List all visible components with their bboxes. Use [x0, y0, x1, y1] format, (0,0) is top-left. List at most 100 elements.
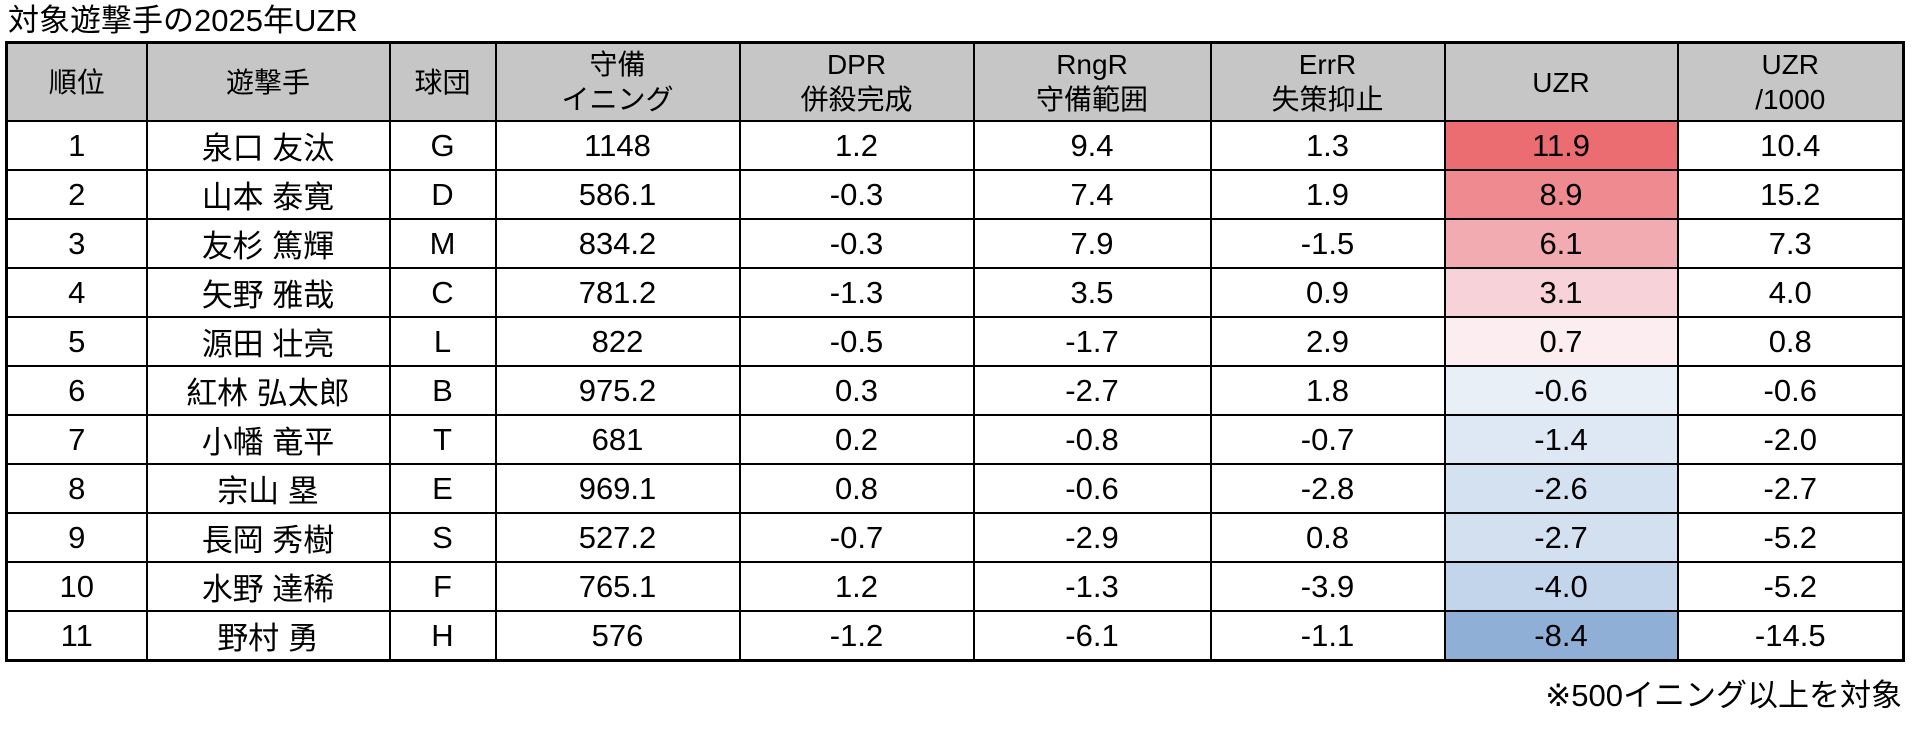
errr-cell: -1.5	[1209, 218, 1446, 269]
table-row: 5 源田 壮亮 L 822 -0.5 -1.7 2.9 0.7 0.8	[5, 316, 1905, 367]
table-row: 7 小幡 竜平 T 681 0.2 -0.8 -0.7 -1.4 -2.0	[5, 414, 1905, 465]
team-cell: D	[388, 169, 497, 220]
table-row: 11 野村 勇 H 576 -1.2 -6.1 -1.1 -8.4 -14.5	[5, 610, 1905, 662]
uzr1000-cell: -14.5	[1676, 610, 1905, 662]
rank-cell: 3	[5, 218, 148, 269]
player-cell: 長岡 秀樹	[145, 512, 391, 563]
rank-cell: 10	[5, 561, 148, 612]
rank-cell: 7	[5, 414, 148, 465]
rngr-cell: -2.7	[972, 365, 1212, 416]
player-cell: 小幡 竜平	[145, 414, 391, 465]
errr-cell: -2.8	[1209, 463, 1446, 514]
table-header: 順位 遊撃手 球団 守備 イニング DPR 併殺完成 RngR 守備範囲 ErrR 失策抑止…	[5, 41, 1905, 122]
uzr-cell: 0.7	[1443, 316, 1679, 367]
dpr-cell: 1.2	[738, 120, 975, 171]
player-cell: 野村 勇	[145, 610, 391, 662]
innings-cell: 527.2	[494, 512, 741, 563]
uzr1000-cell: 7.3	[1676, 218, 1905, 269]
dpr-cell: -0.7	[738, 512, 975, 563]
table-row: 4 矢野 雅哉 C 781.2 -1.3 3.5 0.9 3.1 4.0	[5, 267, 1905, 318]
innings-cell: 969.1	[494, 463, 741, 514]
column-header-dpr: DPR 併殺完成	[738, 41, 975, 122]
rngr-cell: 9.4	[972, 120, 1212, 171]
uzr1000-cell: -2.7	[1676, 463, 1905, 514]
rank-cell: 8	[5, 463, 148, 514]
uzr-cell: -4.0	[1443, 561, 1679, 612]
player-cell: 矢野 雅哉	[145, 267, 391, 318]
rngr-cell: -0.6	[972, 463, 1212, 514]
rngr-cell: 7.9	[972, 218, 1212, 269]
player-cell: 友杉 篤輝	[145, 218, 391, 269]
innings-cell: 834.2	[494, 218, 741, 269]
column-header-uzr1000: UZR /1000	[1676, 41, 1905, 122]
header-row: 順位 遊撃手 球団 守備 イニング DPR 併殺完成 RngR 守備範囲 ErrR 失策抑止…	[5, 41, 1905, 122]
table-row: 2 山本 泰寛 D 586.1 -0.3 7.4 1.9 8.9 15.2	[5, 169, 1905, 220]
player-cell: 宗山 塁	[145, 463, 391, 514]
column-header-innings: 守備 イニング	[494, 41, 741, 122]
errr-cell: 0.8	[1209, 512, 1446, 563]
team-cell: E	[388, 463, 497, 514]
errr-cell: 0.9	[1209, 267, 1446, 318]
uzr-cell: -2.7	[1443, 512, 1679, 563]
uzr1000-cell: -5.2	[1676, 512, 1905, 563]
errr-cell: 1.8	[1209, 365, 1446, 416]
player-cell: 紅林 弘太郎	[145, 365, 391, 416]
dpr-cell: -0.5	[738, 316, 975, 367]
dpr-cell: 1.2	[738, 561, 975, 612]
rngr-cell: -6.1	[972, 610, 1212, 662]
player-cell: 水野 達稀	[145, 561, 391, 612]
errr-cell: -0.7	[1209, 414, 1446, 465]
dpr-cell: 0.3	[738, 365, 975, 416]
uzr-cell: 6.1	[1443, 218, 1679, 269]
rank-cell: 11	[5, 610, 148, 662]
dpr-cell: 0.2	[738, 414, 975, 465]
footnote: ※500イニング以上を対象	[1545, 678, 1902, 713]
uzr1000-cell: -5.2	[1676, 561, 1905, 612]
errr-cell: -3.9	[1209, 561, 1446, 612]
errr-cell: 2.9	[1209, 316, 1446, 367]
uzr1000-cell: 15.2	[1676, 169, 1905, 220]
dpr-cell: -0.3	[738, 218, 975, 269]
team-cell: C	[388, 267, 497, 318]
innings-cell: 781.2	[494, 267, 741, 318]
player-cell: 源田 壮亮	[145, 316, 391, 367]
uzr1000-cell: 10.4	[1676, 120, 1905, 171]
team-cell: H	[388, 610, 497, 662]
uzr-table: 順位 遊撃手 球団 守備 イニング DPR 併殺完成 RngR 守備範囲 ErrR 失策抑止…	[5, 41, 1905, 662]
table-row: 1 泉口 友汰 G 1148 1.2 9.4 1.3 11.9 10.4	[5, 120, 1905, 171]
rank-cell: 6	[5, 365, 148, 416]
rank-cell: 2	[5, 169, 148, 220]
innings-cell: 975.2	[494, 365, 741, 416]
rank-cell: 1	[5, 120, 148, 171]
rank-cell: 5	[5, 316, 148, 367]
player-cell: 泉口 友汰	[145, 120, 391, 171]
team-cell: T	[388, 414, 497, 465]
team-cell: S	[388, 512, 497, 563]
column-header-rngr: RngR 守備範囲	[972, 41, 1212, 122]
table-row: 9 長岡 秀樹 S 527.2 -0.7 -2.9 0.8 -2.7 -5.2	[5, 512, 1905, 563]
team-cell: M	[388, 218, 497, 269]
rngr-cell: -1.7	[972, 316, 1212, 367]
team-cell: G	[388, 120, 497, 171]
uzr-cell: 11.9	[1443, 120, 1679, 171]
column-header-team: 球団	[388, 41, 497, 122]
table-row: 10 水野 達稀 F 765.1 1.2 -1.3 -3.9 -4.0 -5.2	[5, 561, 1905, 612]
rngr-cell: 3.5	[972, 267, 1212, 318]
rngr-cell: 7.4	[972, 169, 1212, 220]
page-title: 対象遊撃手の2025年UZR	[8, 3, 358, 38]
innings-cell: 1148	[494, 120, 741, 171]
errr-cell: 1.3	[1209, 120, 1446, 171]
column-header-player: 遊撃手	[145, 41, 391, 122]
uzr-cell: -1.4	[1443, 414, 1679, 465]
rngr-cell: -2.9	[972, 512, 1212, 563]
table-body: 1 泉口 友汰 G 1148 1.2 9.4 1.3 11.9 10.4 2 山本 泰寛 D 586.1…	[5, 120, 1905, 662]
team-cell: B	[388, 365, 497, 416]
errr-cell: -1.1	[1209, 610, 1446, 662]
table-row: 8 宗山 塁 E 969.1 0.8 -0.6 -2.8 -2.6 -2.7	[5, 463, 1905, 514]
column-header-rank: 順位	[5, 41, 148, 122]
uzr1000-cell: -0.6	[1676, 365, 1905, 416]
player-cell: 山本 泰寛	[145, 169, 391, 220]
uzr-cell: 8.9	[1443, 169, 1679, 220]
rank-cell: 4	[5, 267, 148, 318]
innings-cell: 822	[494, 316, 741, 367]
